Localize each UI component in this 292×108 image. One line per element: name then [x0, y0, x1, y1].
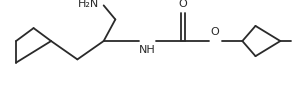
- Text: O: O: [211, 27, 220, 37]
- Text: NH: NH: [139, 45, 156, 55]
- Text: O: O: [178, 0, 187, 9]
- Text: H₂N: H₂N: [78, 0, 99, 9]
